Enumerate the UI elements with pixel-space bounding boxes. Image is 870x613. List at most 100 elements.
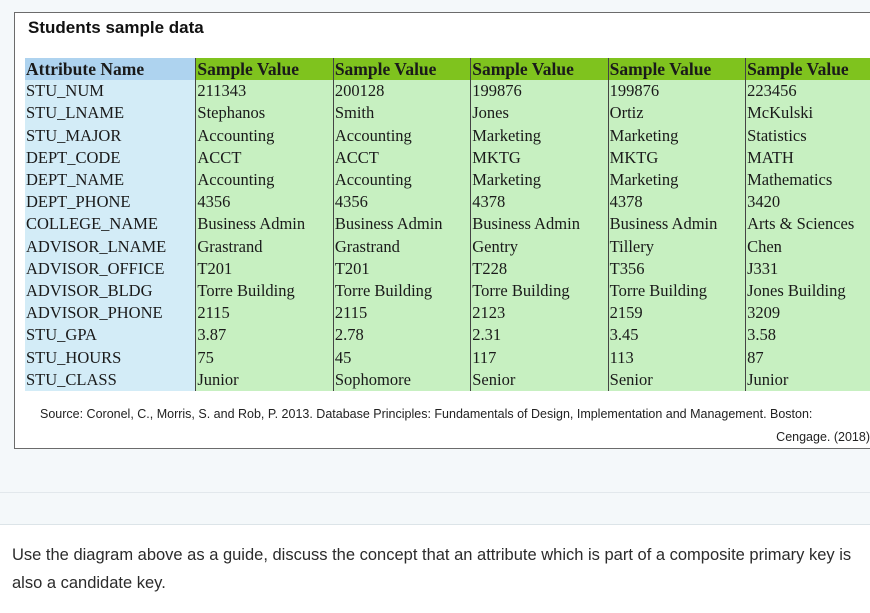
sample-value-cell: 87 (745, 346, 870, 369)
sample-value-cell: Grastrand (332, 235, 471, 258)
sample-value-cell: Junior (745, 368, 870, 391)
sample-value-cell: Statistics (745, 124, 870, 147)
sample-value-cell: 2115 (332, 302, 471, 325)
sample-value-cell: Business Admin (195, 213, 334, 236)
table-row: DEPT_PHONE 4356 4356 4378 4378 3420 (25, 191, 870, 214)
header-sample-value: Sample Value (470, 58, 609, 81)
sample-value-cell: Business Admin (332, 213, 471, 236)
sample-value-cell: Marketing (470, 124, 609, 147)
sample-value-cell: MATH (745, 146, 870, 169)
table-row: STU_GPA 3.87 2.78 2.31 3.45 3.58 (25, 324, 870, 347)
sample-value-cell: 2.78 (332, 324, 471, 347)
sample-value-cell: 4378 (607, 191, 746, 214)
header-sample-value: Sample Value (745, 58, 870, 81)
sample-value-cell: Tillery (607, 235, 746, 258)
sample-value-cell: 3209 (745, 302, 870, 325)
sample-value-cell: Torre Building (470, 279, 609, 303)
sample-value-cell: 45 (332, 346, 471, 369)
sample-value-cell: Accounting (195, 124, 334, 147)
table-row: ADVISOR_OFFICE T201 T201 T228 T356 J331 (25, 257, 870, 280)
question-text: Use the diagram above as a guide, discus… (12, 546, 852, 592)
sample-value-cell: Accounting (332, 124, 471, 147)
sample-value-cell: MKTG (470, 146, 609, 169)
header-sample-value: Sample Value (607, 58, 746, 81)
table-row: STU_MAJOR Accounting Accounting Marketing Ma… (25, 124, 870, 147)
sample-value-cell: 2115 (195, 302, 334, 325)
table-row: STU_LNAME Stephanos Smith Jones Ortiz McKulsk… (25, 102, 870, 125)
sample-value-cell: T228 (470, 257, 609, 280)
attribute-name-cell: DEPT_NAME (25, 168, 196, 192)
sample-value-cell: J331 (745, 257, 870, 280)
sample-value-cell: Senior (607, 368, 746, 391)
sample-value-cell: 199876 (607, 80, 746, 103)
sample-value-cell: Stephanos (195, 102, 334, 125)
sample-value-cell: Accounting (332, 168, 471, 192)
sample-value-cell: 2.31 (470, 324, 609, 347)
attribute-name-cell: DEPT_CODE (25, 146, 196, 169)
sample-value-cell: Torre Building (332, 279, 471, 303)
sample-value-cell: Grastrand (195, 235, 334, 258)
section-divider (0, 492, 870, 493)
sample-value-cell: T201 (195, 257, 334, 280)
table-header-row: Attribute Name Sample Value Sample Value… (25, 58, 870, 81)
table-row: STU_NUM 211343 200128 199876 199876 223456 (25, 80, 870, 103)
attribute-name-cell: STU_MAJOR (25, 124, 196, 147)
header-attribute-name: Attribute Name (25, 58, 196, 81)
attribute-name-cell: DEPT_PHONE (25, 191, 196, 214)
header-sample-value: Sample Value (195, 58, 334, 81)
table-row: STU_HOURS 75 45 117 113 87 (25, 346, 870, 369)
table-body: STU_NUM 211343 200128 199876 199876 223456 STU… (25, 80, 870, 391)
table-row: DEPT_CODE ACCT ACCT MKTG MKTG MATH (25, 146, 870, 169)
students-sample-table: Attribute Name Sample Value Sample Value… (25, 58, 870, 391)
attribute-name-cell: STU_HOURS (25, 346, 196, 369)
sample-value-cell: 3420 (745, 191, 870, 214)
attribute-name-cell: STU_CLASS (25, 368, 196, 391)
attribute-name-cell: ADVISOR_OFFICE (25, 257, 196, 280)
sample-value-cell: Torre Building (195, 279, 334, 303)
sample-value-cell: Gentry (470, 235, 609, 258)
sample-value-cell: Senior (470, 368, 609, 391)
source-line-2: Cengage. (2018) (776, 430, 870, 444)
source-line-1: Source: Coronel, C., Morris, S. and Rob,… (40, 407, 813, 421)
sample-value-cell: Marketing (607, 124, 746, 147)
sample-value-cell: Junior (195, 368, 334, 391)
sample-value-cell: 113 (607, 346, 746, 369)
sample-value-cell: 211343 (195, 80, 334, 103)
attribute-name-cell: COLLEGE_NAME (25, 213, 196, 236)
sample-value-cell: Ortiz (607, 102, 746, 125)
source-citation: Source: Coronel, C., Morris, S. and Rob,… (40, 403, 870, 449)
table-row: ADVISOR_PHONE 2115 2115 2123 2159 3209 (25, 302, 870, 325)
sample-value-cell: 3.87 (195, 324, 334, 347)
sample-value-cell: Chen (745, 235, 870, 258)
question-panel: Use the diagram above as a guide, discus… (0, 524, 870, 613)
sample-value-cell: 2123 (470, 302, 609, 325)
sample-value-cell: Marketing (470, 168, 609, 192)
sample-value-cell: Torre Building (607, 279, 746, 303)
sample-value-cell: 2159 (607, 302, 746, 325)
sample-value-cell: Arts & Sciences (745, 213, 870, 236)
header-sample-value: Sample Value (332, 58, 471, 81)
table-row: DEPT_NAME Accounting Accounting Marketing Ma… (25, 168, 870, 192)
sample-value-cell: Business Admin (470, 213, 609, 236)
sample-value-cell: 75 (195, 346, 334, 369)
figure-title: Students sample data (28, 18, 204, 37)
sample-value-cell: Jones Building (745, 279, 870, 303)
sample-value-cell: Marketing (607, 168, 746, 192)
sample-value-cell: MKTG (607, 146, 746, 169)
sample-value-cell: T356 (607, 257, 746, 280)
table-row: ADVISOR_LNAME Grastrand Grastrand Gentry Til… (25, 235, 870, 258)
sample-value-cell: Jones (470, 102, 609, 125)
attribute-name-cell: STU_NUM (25, 80, 196, 103)
sample-value-cell: T201 (332, 257, 471, 280)
sample-value-cell: 4356 (332, 191, 471, 214)
sample-value-cell: 4356 (195, 191, 334, 214)
table-row: ADVISOR_BLDG Torre Building Torre Building… (25, 279, 870, 303)
attribute-name-cell: STU_LNAME (25, 102, 196, 125)
attribute-name-cell: ADVISOR_BLDG (25, 279, 196, 303)
table-row: COLLEGE_NAME Business Admin Business Admin… (25, 213, 870, 236)
attribute-name-cell: STU_GPA (25, 324, 196, 347)
sample-value-cell: McKulski (745, 102, 870, 125)
sample-value-cell: Sophomore (332, 368, 471, 391)
sample-value-cell: ACCT (332, 146, 471, 169)
sample-value-cell: Mathematics (745, 168, 870, 192)
